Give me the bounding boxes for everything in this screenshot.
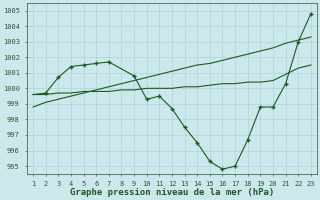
X-axis label: Graphe pression niveau de la mer (hPa): Graphe pression niveau de la mer (hPa) [70,188,274,197]
